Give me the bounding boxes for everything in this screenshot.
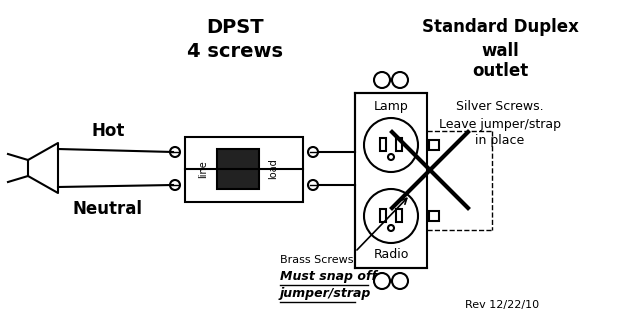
Text: Brass Screws.: Brass Screws.: [280, 255, 357, 265]
Text: jumper/strap: jumper/strap: [280, 287, 371, 300]
Bar: [217, 149, 259, 189]
Bar: [185, 137, 303, 202]
Text: Standard Duplex: Standard Duplex: [421, 18, 579, 36]
Circle shape: [392, 72, 408, 88]
Text: load: load: [268, 159, 278, 179]
Text: 4 screws: 4 screws: [187, 42, 283, 61]
Text: wall: wall: [481, 42, 519, 60]
Circle shape: [388, 225, 394, 231]
Circle shape: [374, 72, 390, 88]
Text: Hot: Hot: [91, 122, 125, 140]
Circle shape: [392, 273, 408, 289]
Text: outlet: outlet: [472, 62, 528, 80]
Bar: [355, 93, 427, 268]
Text: in place: in place: [476, 134, 524, 147]
Bar: [396, 138, 402, 151]
Text: Silver Screws.: Silver Screws.: [456, 100, 544, 113]
Text: DPST: DPST: [206, 18, 264, 37]
Circle shape: [308, 180, 318, 190]
Text: Lamp: Lamp: [374, 100, 408, 113]
Bar: [429, 211, 439, 221]
Circle shape: [170, 180, 180, 190]
Circle shape: [374, 273, 390, 289]
Circle shape: [364, 118, 418, 172]
Text: line: line: [198, 160, 208, 178]
Circle shape: [170, 147, 180, 157]
Circle shape: [388, 154, 394, 160]
Text: Rev 12/22/10: Rev 12/22/10: [465, 300, 539, 310]
Text: Neutral: Neutral: [73, 200, 143, 218]
Bar: [396, 209, 402, 222]
Text: Radio: Radio: [373, 248, 409, 261]
Circle shape: [308, 147, 318, 157]
Bar: [429, 140, 439, 150]
Bar: [380, 138, 386, 151]
Text: Leave jumper/strap: Leave jumper/strap: [439, 118, 561, 131]
Bar: [380, 209, 386, 222]
Text: Must snap off: Must snap off: [280, 270, 377, 283]
Circle shape: [364, 189, 418, 243]
